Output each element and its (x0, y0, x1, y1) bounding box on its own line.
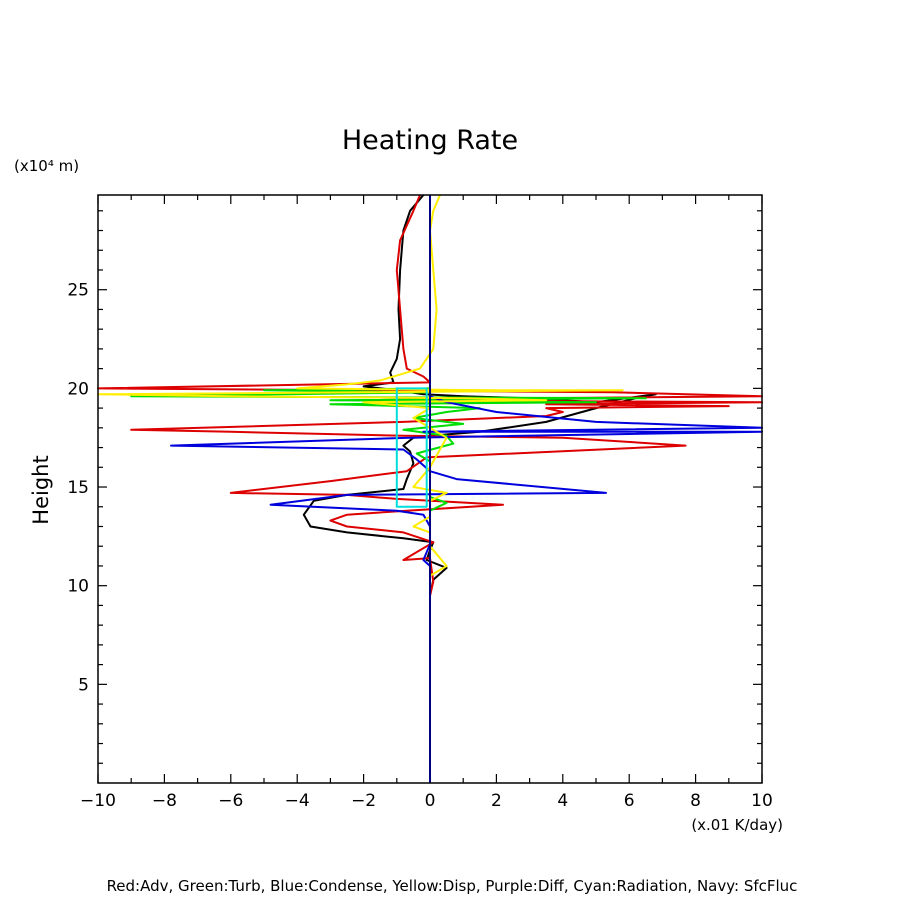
plot-frame (97, 194, 763, 784)
x-tick-label: −4 (285, 791, 310, 811)
y-tick-label: 20 (67, 379, 89, 399)
x-unit-label: (x.01 K/day) (691, 816, 783, 834)
x-tick-label: −8 (152, 791, 177, 811)
x-tick-label: 10 (751, 791, 773, 811)
y-tick-label: 15 (67, 478, 89, 498)
y-tick-label: 25 (67, 281, 89, 301)
chart-title: Heating Rate (342, 125, 518, 156)
series-yellow-line (97, 194, 624, 626)
x-tick-label: 8 (690, 791, 701, 811)
series-layer (97, 194, 763, 783)
x-tick-label: 0 (425, 791, 436, 811)
y-axis-label: Height (29, 455, 53, 524)
x-tick-label: −2 (351, 791, 376, 811)
series-red-line (97, 194, 763, 596)
series-black-line (302, 194, 657, 783)
y-tick-label: 5 (78, 675, 89, 695)
axis-ticks: −10 −8 −6 −4 −2 0 2 4 6 8 10 5 10 15 20 25 (67, 195, 773, 811)
x-tick-label: −10 (80, 791, 116, 811)
y-tick-label: 10 (67, 577, 89, 597)
legend-caption: Red:Adv, Green:Turb, Blue:Condense, Yell… (107, 877, 798, 895)
x-tick-label: 4 (557, 791, 568, 811)
x-tick-label: −6 (218, 791, 243, 811)
x-tick-label: 6 (624, 791, 635, 811)
y-unit-label: (x10⁴ m) (14, 157, 79, 175)
series-blue-line (170, 390, 763, 783)
x-tick-label: 2 (491, 791, 502, 811)
series-cyan-line (395, 387, 428, 508)
